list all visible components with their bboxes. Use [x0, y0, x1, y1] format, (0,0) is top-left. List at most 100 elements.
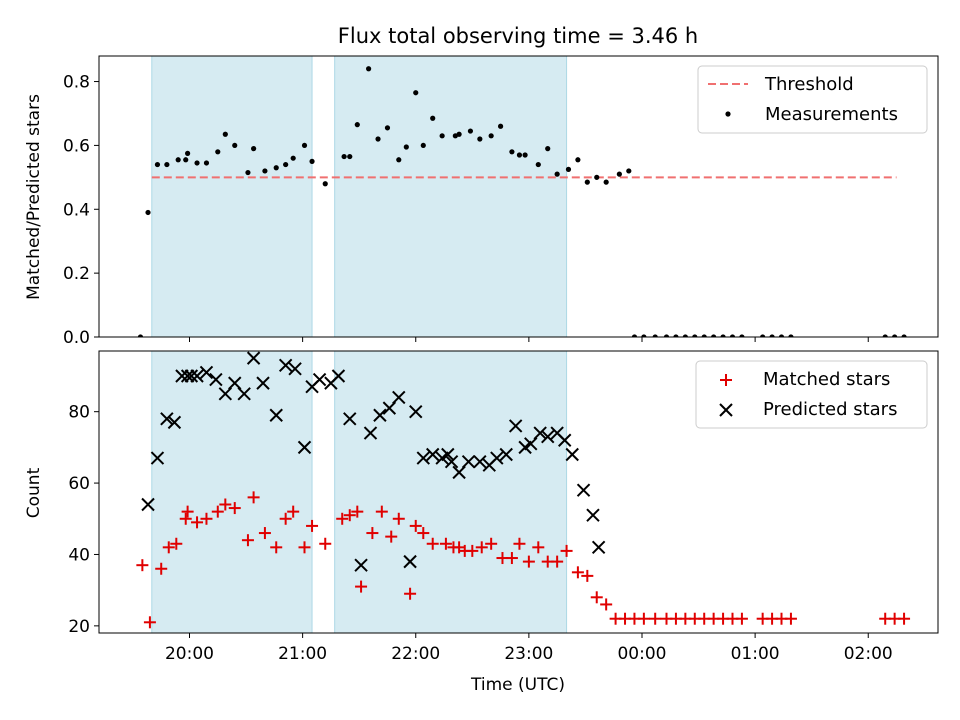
predicted-legend-label: Predicted stars — [763, 399, 897, 420]
measurements-point — [778, 334, 785, 337]
measurements-point — [164, 161, 170, 168]
measurements-point — [554, 171, 560, 177]
matched-stars-point — [375, 505, 388, 518]
x-tick-label: 22:00 — [391, 644, 440, 664]
matched-stars-point — [228, 502, 241, 515]
counts-legend: Matched stars Predicted stars — [695, 360, 928, 429]
measurements-point — [309, 158, 315, 164]
predicted-stars-point — [331, 369, 346, 383]
matched-stars-point — [136, 559, 149, 572]
measurements-point — [769, 334, 775, 337]
matched-stars-point — [385, 530, 398, 543]
matched-stars-point — [143, 616, 156, 629]
predicted-stars-point — [246, 351, 261, 365]
predicted-stars-point — [278, 358, 293, 372]
matched-stars-point — [392, 512, 405, 525]
predicted-stars-point — [508, 419, 523, 433]
predicted-stars-point — [382, 401, 397, 415]
predicted-stars-point — [416, 451, 430, 465]
ratio-y-tick-label: 0.2 — [63, 264, 90, 284]
predicted-stars-point — [452, 465, 466, 480]
measurements-point — [341, 153, 347, 160]
measurements-point — [477, 136, 483, 142]
measurements-point — [290, 155, 296, 161]
ratio-panel: 0.00.20.40.60.8 Matched/Predicted stars … — [24, 55, 939, 348]
predicted-stars-point — [392, 390, 406, 405]
counts-legend-box — [695, 360, 928, 429]
matched-stars-point — [439, 537, 452, 550]
measurements-point — [682, 334, 688, 337]
ratio-plot-frame — [98, 55, 939, 338]
matched-stars-point — [600, 598, 613, 611]
matched-stars-point — [170, 537, 183, 550]
matched-stars-point — [181, 505, 194, 518]
matched-stars-point — [532, 541, 545, 554]
measurements-point — [185, 150, 191, 156]
measurements-point — [701, 334, 707, 337]
predicted-stars-point — [184, 369, 199, 383]
predicted-stars-point — [541, 429, 555, 444]
ratio-y-tick-label: 0.8 — [63, 73, 90, 93]
measurements-point — [720, 334, 726, 337]
predicted-stars-point — [237, 387, 251, 401]
matched-stars-point — [426, 537, 439, 550]
predicted-stars-point — [269, 408, 283, 422]
x-tick-label: 01:00 — [731, 644, 780, 664]
predicted-stars-point — [499, 447, 513, 462]
matched-stars-point — [355, 580, 368, 593]
measurements-point — [322, 181, 328, 187]
predicted-stars-point — [228, 376, 242, 390]
predicted-stars-point — [533, 426, 547, 440]
predicted-stars-point — [473, 454, 487, 469]
measurements-point — [183, 157, 189, 163]
matched-legend-label: Matched stars — [763, 369, 890, 390]
predicted-stars-point — [175, 369, 189, 383]
matched-stars-point — [343, 509, 356, 522]
x-axis-label: Time (UTC) — [470, 675, 565, 695]
x-tick-label: 21:00 — [278, 644, 327, 664]
measurements-point — [616, 171, 622, 177]
measurements-point — [456, 131, 462, 137]
measurements-point — [901, 334, 907, 337]
matched-stars-point — [279, 512, 292, 525]
measurements-point — [154, 161, 161, 168]
measurements-point — [516, 152, 523, 158]
measurements-point — [137, 334, 144, 337]
measurements-point — [739, 334, 745, 337]
matched-stars-point — [211, 505, 224, 518]
matched-stars-point — [219, 498, 232, 511]
measurements-point — [575, 157, 581, 163]
measurements-point — [603, 179, 609, 185]
matched-stars-point — [179, 512, 192, 525]
measurements-point — [509, 149, 515, 155]
measurements-point — [892, 334, 898, 337]
ratio-y-tick-label: 0.4 — [63, 200, 90, 220]
matched-stars-point — [637, 612, 650, 625]
matched-stars-point — [162, 541, 175, 554]
predicted-stars-point — [218, 387, 233, 401]
matched-stars-point — [505, 552, 518, 565]
measurements-point — [251, 146, 257, 152]
measurements-point — [222, 131, 228, 137]
measurements-point — [283, 161, 289, 168]
predicted-stars-point — [557, 433, 572, 447]
measurements-point — [366, 66, 372, 72]
measurements-point — [545, 146, 551, 152]
predicted-stars-point — [524, 437, 538, 451]
measurements-point — [245, 169, 251, 176]
measurements-point — [413, 90, 419, 96]
matched-stars-point — [298, 541, 311, 554]
predicted-stars-point — [288, 362, 302, 376]
matched-stars-point — [155, 562, 168, 575]
matched-stars-point — [784, 612, 797, 625]
measurements-point — [215, 149, 221, 155]
predicted-stars-point — [461, 454, 476, 469]
ratio-y-tick-label: 0.6 — [63, 136, 90, 156]
measurements-point — [354, 122, 360, 128]
predicted-stars-point — [180, 369, 195, 383]
matched-stars-point — [522, 555, 535, 568]
predicted-stars-point — [586, 508, 600, 522]
matched-stars-point — [258, 527, 271, 540]
measurements-point — [631, 334, 638, 337]
